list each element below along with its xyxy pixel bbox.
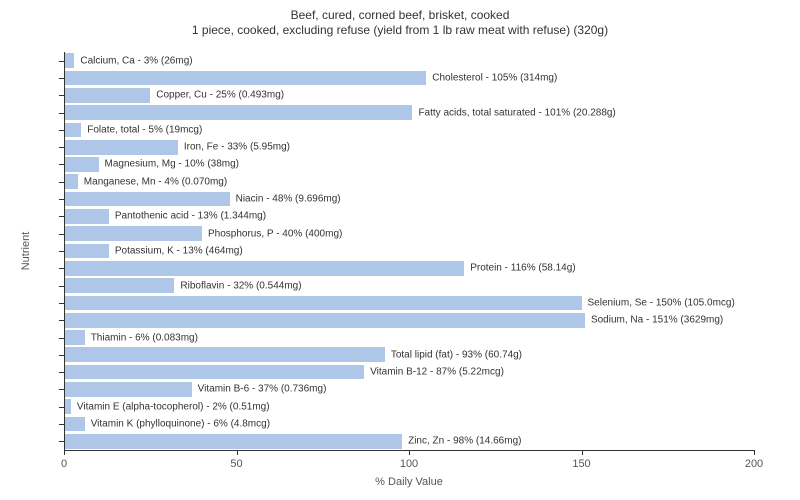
bar-row: Copper, Cu - 25% (0.493mg) [64,88,754,103]
plot-area: Calcium, Ca - 3% (26mg) Cholesterol - 105… [64,52,754,450]
nutrient-bar-label: Zinc, Zn - 98% (14.66mg) [408,436,521,447]
nutrient-bar-label: Protein - 116% (58.14g) [470,263,575,274]
bar-row: Iron, Fe - 33% (5.95mg) [64,140,754,155]
nutrient-bar-label: Calcium, Ca - 3% (26mg) [80,55,192,66]
x-tick [237,450,238,455]
x-tick-label: 200 [745,458,763,470]
nutrient-bar [64,105,412,120]
nutrient-bar [64,417,85,432]
chart-title: Beef, cured, corned beef, brisket, cooke… [0,8,800,38]
nutrient-bar-label: Magnesium, Mg - 10% (38mg) [105,159,240,170]
bar-row: Pantothenic acid - 13% (1.344mg) [64,209,754,224]
nutrient-bar-label: Riboflavin - 32% (0.544mg) [180,280,301,291]
nutrient-bar [64,296,582,311]
nutrient-bar-label: Phosphorus, P - 40% (400mg) [208,228,342,239]
nutrient-bar [64,434,402,449]
bar-row: Protein - 116% (58.14g) [64,261,754,276]
chart-title-line1: Beef, cured, corned beef, brisket, cooke… [0,8,800,23]
x-tick-label: 150 [572,458,590,470]
nutrient-bar-label: Fatty acids, total saturated - 101% (20.… [418,107,615,118]
y-axis-label: Nutrient [20,232,32,271]
nutrient-bar [64,209,109,224]
nutrient-bar [64,226,202,241]
nutrient-bar-label: Sodium, Na - 151% (3629mg) [591,315,723,326]
bar-row: Total lipid (fat) - 93% (60.74g) [64,347,754,362]
bar-row: Vitamin K (phylloquinone) - 6% (4.8mcg) [64,417,754,432]
nutrient-bar [64,330,85,345]
bar-row: Manganese, Mn - 4% (0.070mg) [64,174,754,189]
nutrient-bar-label: Folate, total - 5% (19mcg) [87,124,202,135]
nutrient-bar [64,244,109,259]
x-tick [582,450,583,455]
bar-row: Vitamin E (alpha-tocopherol) - 2% (0.51m… [64,399,754,414]
nutrient-bar-label: Niacin - 48% (9.696mg) [236,194,341,205]
nutrient-bar [64,278,174,293]
nutrient-bar [64,347,385,362]
bar-row: Folate, total - 5% (19mcg) [64,123,754,138]
nutrient-bar-label: Vitamin B-12 - 87% (5.22mcg) [370,367,504,378]
bar-row: Phosphorus, P - 40% (400mg) [64,226,754,241]
nutrient-bar-label: Cholesterol - 105% (314mg) [432,72,557,83]
bar-row: Zinc, Zn - 98% (14.66mg) [64,434,754,449]
bar-row: Sodium, Na - 151% (3629mg) [64,313,754,328]
nutrient-bar [64,140,178,155]
nutrient-bar [64,313,585,328]
bar-row: Vitamin B-6 - 37% (0.736mg) [64,382,754,397]
x-tick [754,450,755,455]
bar-row: Niacin - 48% (9.696mg) [64,192,754,207]
x-tick-label: 50 [230,458,242,470]
nutrient-bar [64,157,99,172]
x-tick [64,450,65,455]
nutrient-bar-label: Thiamin - 6% (0.083mg) [91,332,198,343]
bar-row: Calcium, Ca - 3% (26mg) [64,53,754,68]
nutrient-bar-label: Potassium, K - 13% (464mg) [115,245,243,256]
bar-row: Magnesium, Mg - 10% (38mg) [64,157,754,172]
nutrient-bar [64,71,426,86]
nutrient-bar [64,174,78,189]
nutrient-bar-label: Vitamin B-6 - 37% (0.736mg) [198,384,327,395]
bar-row: Cholesterol - 105% (314mg) [64,71,754,86]
x-tick-label: 0 [61,458,67,470]
x-tick [409,450,410,455]
nutrient-bar-label: Vitamin E (alpha-tocopherol) - 2% (0.51m… [77,401,270,412]
bar-row: Riboflavin - 32% (0.544mg) [64,278,754,293]
nutrient-bar [64,261,464,276]
x-axis-label: % Daily Value [375,476,443,488]
nutrient-bar-label: Selenium, Se - 150% (105.0mcg) [588,297,735,308]
bar-row: Selenium, Se - 150% (105.0mcg) [64,296,754,311]
nutrient-chart: Beef, cured, corned beef, brisket, cooke… [0,0,800,500]
nutrient-bar-label: Manganese, Mn - 4% (0.070mg) [84,176,227,187]
bar-row: Thiamin - 6% (0.083mg) [64,330,754,345]
x-tick-label: 100 [400,458,418,470]
nutrient-bar-label: Copper, Cu - 25% (0.493mg) [156,90,284,101]
nutrient-bar [64,53,74,68]
nutrient-bar [64,88,150,103]
bar-row: Potassium, K - 13% (464mg) [64,244,754,259]
nutrient-bar [64,123,81,138]
nutrient-bar [64,365,364,380]
chart-title-line2: 1 piece, cooked, excluding refuse (yield… [0,23,800,38]
nutrient-bar [64,399,71,414]
nutrient-bar-label: Iron, Fe - 33% (5.95mg) [184,142,290,153]
bar-row: Fatty acids, total saturated - 101% (20.… [64,105,754,120]
nutrient-bar-label: Vitamin K (phylloquinone) - 6% (4.8mcg) [91,419,270,430]
nutrient-bar [64,192,230,207]
nutrient-bar [64,382,192,397]
nutrient-bar-label: Total lipid (fat) - 93% (60.74g) [391,349,522,360]
bar-row: Vitamin B-12 - 87% (5.22mcg) [64,365,754,380]
nutrient-bar-label: Pantothenic acid - 13% (1.344mg) [115,211,266,222]
y-axis-line [64,52,65,450]
